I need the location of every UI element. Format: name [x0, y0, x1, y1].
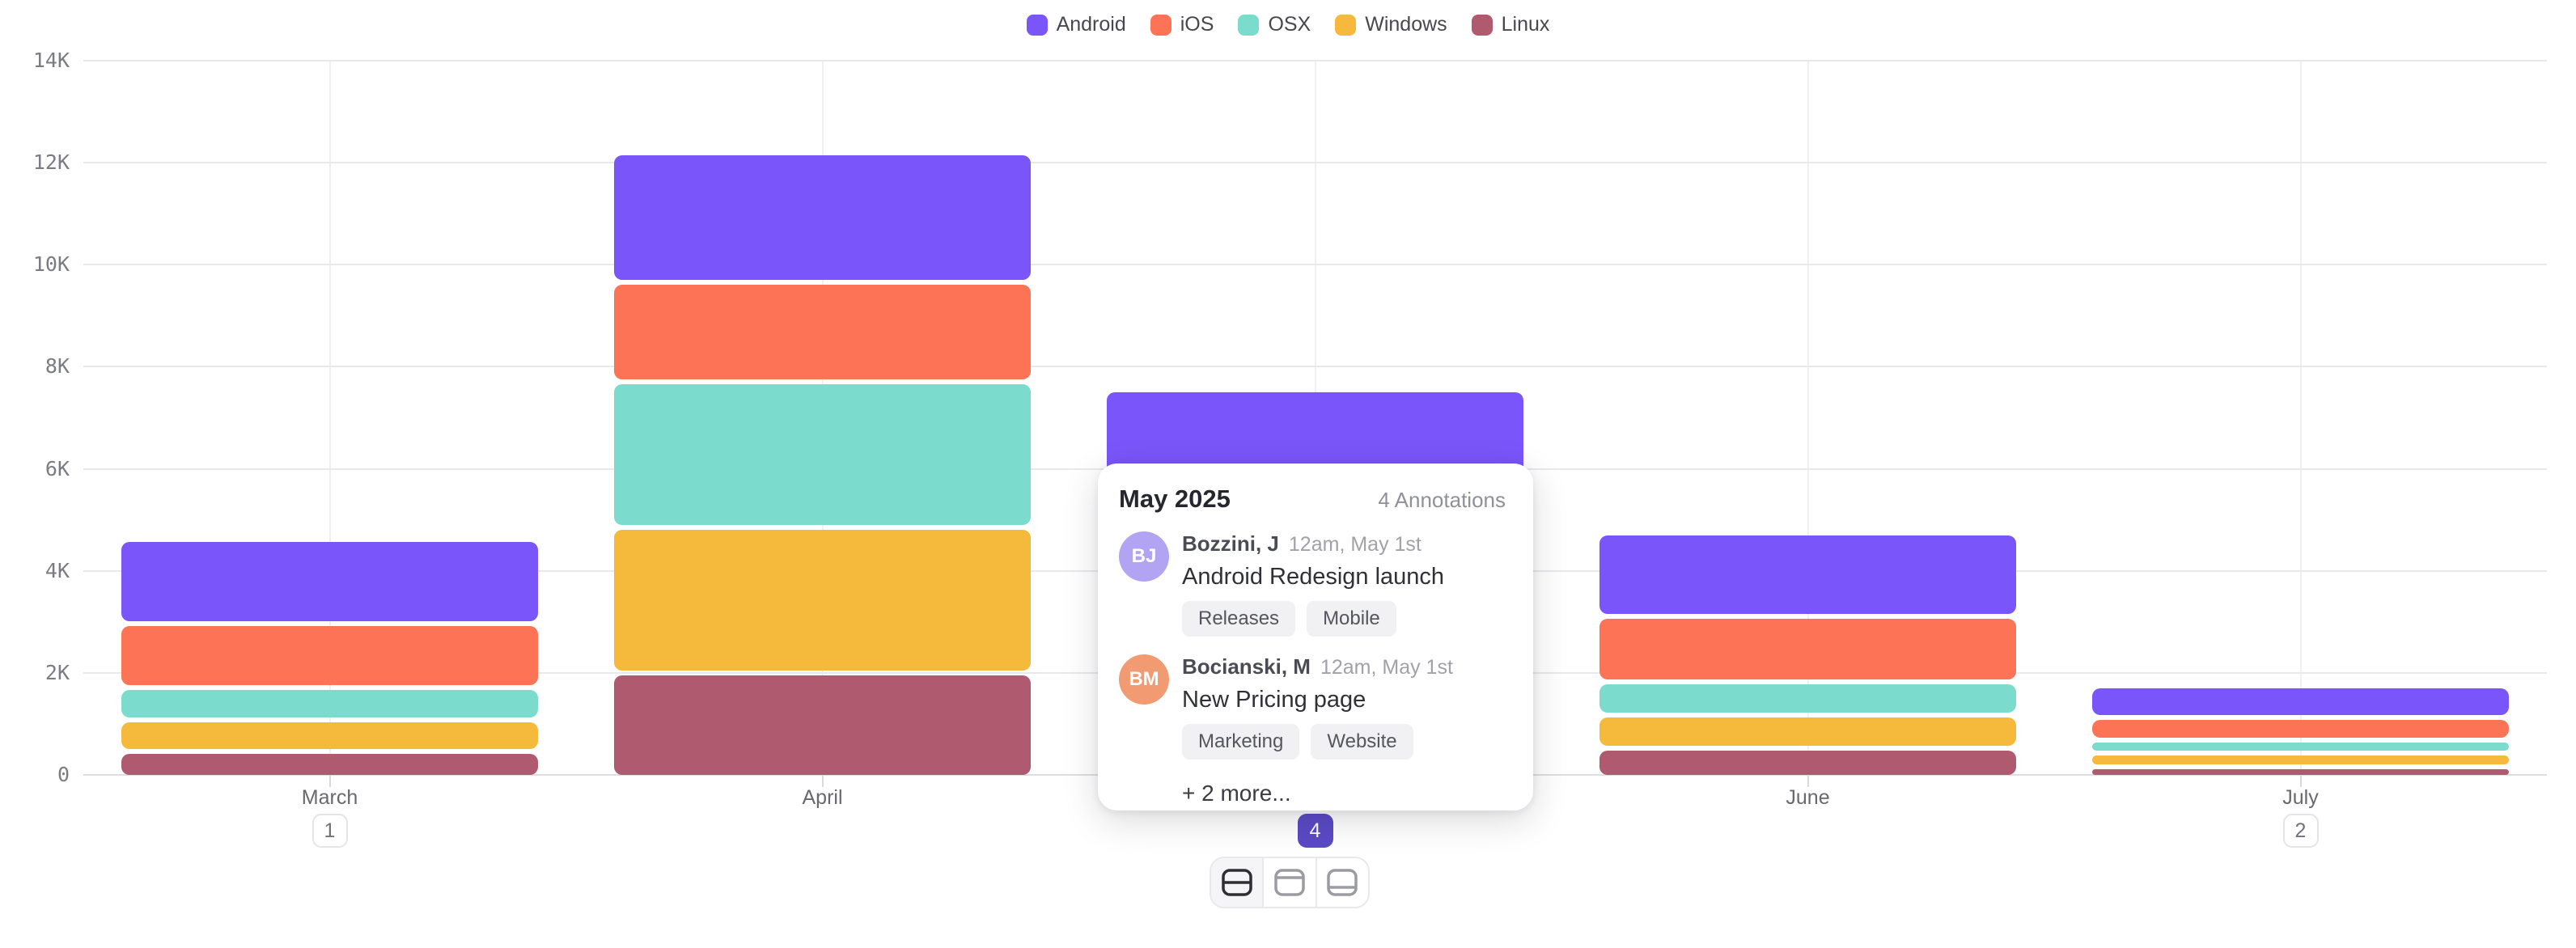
- gridline-horizontal: [83, 162, 2547, 164]
- month-label: March: [301, 786, 358, 809]
- layout-panel-bottom-icon: [1327, 869, 1358, 896]
- layout-switcher: [1210, 857, 1370, 908]
- bar-segment-linux[interactable]: [614, 675, 1031, 775]
- popover-header: May 2025 4 Annotations: [1119, 485, 1506, 514]
- bar-segment-windows[interactable]: [614, 530, 1031, 671]
- bar-segment-osx[interactable]: [614, 384, 1031, 526]
- x-axis-tick: [328, 776, 331, 787]
- bar-segment-osx[interactable]: [2092, 743, 2509, 751]
- bar-segment-ios[interactable]: [614, 285, 1031, 380]
- legend-item-android[interactable]: Android: [1026, 13, 1126, 36]
- legend-swatch-icon: [1150, 14, 1171, 36]
- gridline-vertical: [2299, 61, 2302, 775]
- bar-segment-android[interactable]: [614, 154, 1031, 281]
- bar-segment-osx[interactable]: [121, 689, 538, 717]
- annotation-timestamp: 12am, May 1st: [1288, 533, 1421, 556]
- gridline-horizontal: [83, 264, 2547, 266]
- annotation-tag: Website: [1311, 724, 1413, 760]
- x-axis-tick: [2299, 776, 2302, 787]
- gridline-horizontal: [83, 366, 2547, 368]
- annotation-meta: Bozzini, J 12am, May 1st: [1182, 531, 1444, 557]
- show-more-link[interactable]: + 2 more...: [1182, 781, 1291, 806]
- avatar: BJ: [1119, 531, 1169, 582]
- legend-swatch-icon: [1238, 14, 1260, 36]
- y-axis-tick-label: 10K: [32, 252, 70, 277]
- gridline-vertical: [328, 61, 331, 775]
- legend-swatch-icon: [1026, 14, 1048, 36]
- y-axis-tick-label: 14K: [32, 49, 70, 72]
- month-annotations-badge-march[interactable]: 1: [311, 814, 348, 848]
- bar-segment-windows[interactable]: [121, 722, 538, 749]
- x-axis-tick: [821, 776, 824, 787]
- month-annotations-badge-may[interactable]: 4: [1297, 814, 1333, 848]
- month-label: June: [1786, 786, 1830, 809]
- y-axis-tick-label: 8K: [44, 354, 70, 379]
- annotation-body: Bocianski, M 12am, May 1st New Pricing pag…: [1182, 654, 1453, 760]
- bar-segment-linux[interactable]: [121, 753, 538, 775]
- legend-swatch-icon: [1471, 14, 1493, 36]
- popover-annotation-count: 4 Annotations: [1378, 488, 1506, 512]
- bar-segment-linux[interactable]: [2092, 768, 2509, 775]
- layout-split-middle-button[interactable]: [1211, 858, 1263, 907]
- annotations-popover: May 2025 4 Annotations BJ Bozzini, J 12am,…: [1098, 463, 1533, 810]
- month-label: July: [2282, 786, 2319, 809]
- y-axis-tick-label: 12K: [32, 150, 70, 175]
- annotation-item: BJ Bozzini, J 12am, May 1st Android Redesig…: [1119, 531, 1506, 637]
- chart-legend: Android iOS OSX Windows Linux: [0, 13, 2576, 36]
- bar-segment-linux[interactable]: [1599, 751, 2016, 775]
- bar-segment-osx[interactable]: [1599, 684, 2016, 713]
- legend-label: iOS: [1180, 13, 1214, 36]
- x-axis-tick: [1807, 776, 1809, 787]
- bar-segment-android[interactable]: [1599, 535, 2016, 614]
- y-axis-tick-label: 2K: [44, 660, 70, 684]
- layout-panel-top-button[interactable]: [1262, 858, 1315, 907]
- legend-item-ios[interactable]: iOS: [1150, 13, 1214, 36]
- annotation-item: BM Bocianski, M 12am, May 1st New Pricing p…: [1119, 654, 1506, 760]
- legend-label: Linux: [1501, 13, 1550, 36]
- bar-segment-android[interactable]: [121, 541, 538, 621]
- y-axis-tick-label: 6K: [44, 456, 70, 480]
- gridline-horizontal: [83, 60, 2547, 61]
- layout-panel-top-icon: [1274, 869, 1305, 896]
- bar-segment-ios[interactable]: [121, 625, 538, 685]
- layout-panel-bottom-button[interactable]: [1315, 858, 1368, 907]
- y-axis-tick-label: 4K: [44, 558, 70, 582]
- bar-segment-windows[interactable]: [1599, 717, 2016, 747]
- bar-segment-ios[interactable]: [1599, 618, 2016, 680]
- month-label: April: [802, 786, 843, 809]
- gridline-vertical: [1807, 61, 1809, 775]
- annotation-tag: Mobile: [1307, 601, 1396, 637]
- annotation-tag: Marketing: [1182, 724, 1300, 760]
- legend-label: OSX: [1268, 13, 1311, 36]
- legend-item-osx[interactable]: OSX: [1238, 13, 1311, 36]
- legend-item-linux[interactable]: Linux: [1471, 13, 1550, 36]
- bar-segment-ios[interactable]: [2092, 719, 2509, 739]
- annotation-title: New Pricing page: [1182, 687, 1366, 713]
- annotation-title: Android Redesign launch: [1182, 564, 1445, 590]
- legend-label: Android: [1056, 13, 1126, 36]
- popover-title: May 2025: [1119, 485, 1231, 513]
- avatar: BM: [1119, 654, 1169, 705]
- legend-swatch-icon: [1335, 14, 1357, 36]
- annotation-meta: Bocianski, M 12am, May 1st: [1182, 654, 1453, 679]
- annotation-author: Bocianski, M: [1182, 654, 1311, 679]
- month-annotations-badge-july[interactable]: 2: [2282, 814, 2319, 848]
- bar-segment-windows[interactable]: [2092, 755, 2509, 764]
- y-axis-tick-label: 0: [57, 763, 70, 786]
- annotation-tags: Marketing Website: [1182, 724, 1453, 760]
- annotation-author: Bozzini, J: [1182, 531, 1279, 556]
- bar-segment-android[interactable]: [2092, 688, 2509, 715]
- annotation-timestamp: 12am, May 1st: [1320, 656, 1453, 679]
- annotation-tags: Releases Mobile: [1182, 601, 1444, 637]
- annotation-list: BJ Bozzini, J 12am, May 1st Android Redesig…: [1119, 531, 1506, 760]
- annotation-body: Bozzini, J 12am, May 1st Android Redesign …: [1182, 531, 1444, 637]
- layout-split-middle-icon: [1221, 869, 1252, 896]
- legend-item-windows[interactable]: Windows: [1335, 13, 1447, 36]
- legend-label: Windows: [1365, 13, 1447, 36]
- annotation-tag: Releases: [1182, 601, 1296, 637]
